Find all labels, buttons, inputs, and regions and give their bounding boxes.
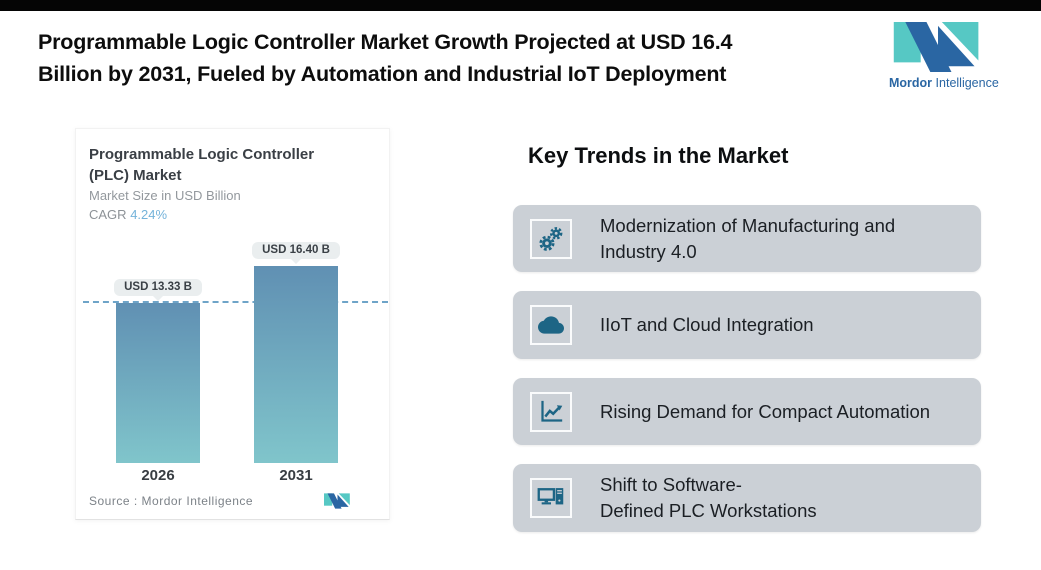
cagr-value: 4.24%: [130, 207, 168, 222]
source-text: Source : Mordor Intelligence: [89, 494, 254, 508]
top-black-bar: [0, 0, 1041, 11]
trend-card-compact-automation: Rising Demand for Compact Automation: [513, 378, 981, 445]
plc-market-chart-card: Programmable Logic Controller (PLC) Mark…: [75, 128, 390, 520]
chart-subtitle: Market Size in USD Billion: [89, 188, 241, 203]
workstation-icon: [530, 478, 572, 518]
mordor-logo-icon-small: [324, 493, 350, 509]
x-label-2031: 2031: [279, 467, 313, 484]
x-axis-labels: 2026 2031: [90, 467, 379, 487]
trend-label: Shift to Software- Defined PLC Workstati…: [600, 474, 817, 521]
trend-list: Modernization of Manufacturing and Indus…: [513, 205, 981, 532]
bar-2031: [254, 266, 338, 463]
gears-icon: [530, 218, 572, 259]
source-row: Source : Mordor Intelligence: [89, 493, 351, 509]
chart-title: Programmable Logic Controller (PLC) Mark…: [89, 146, 315, 184]
bar-value-label-2026: USD 13.33 B: [114, 279, 202, 296]
cloud-icon: [530, 305, 572, 345]
bar-group-2031: USD 16.40 B: [252, 241, 340, 463]
trend-label: Rising Demand for Compact Automation: [600, 400, 931, 422]
mordor-logo-icon: [893, 22, 979, 72]
bar-chart: USD 13.33 B USD 16.40 B: [83, 241, 388, 463]
trend-card-iiot-cloud: IIoT and Cloud Integration: [513, 291, 981, 359]
bar-value-label-2031: USD 16.40 B: [252, 242, 340, 260]
brand-logo: Mordor Intelligence: [889, 22, 999, 90]
reference-dashed-line: [83, 301, 388, 303]
chart-cagr: CAGR 4.24%: [89, 207, 168, 222]
trend-label: IIoT and Cloud Integration: [600, 314, 814, 335]
bar-2026: [116, 303, 200, 463]
x-label-2026: 2026: [141, 467, 175, 484]
page-title: Programmable Logic Controller Market Gro…: [38, 30, 733, 86]
trend-label: Modernization of Manufacturing and Indus…: [600, 214, 896, 262]
bar-group-2026: USD 13.33 B: [114, 241, 202, 463]
trends-heading: Key Trends in the Market: [528, 143, 789, 168]
line-chart-icon: [530, 391, 572, 432]
trend-card-software-defined: Shift to Software- Defined PLC Workstati…: [513, 464, 981, 532]
key-trends-panel: Key Trends in the Market Modernization o…: [513, 143, 981, 551]
trend-card-modernization: Modernization of Manufacturing and Indus…: [513, 205, 981, 272]
brand-name: Mordor Intelligence: [889, 76, 999, 90]
